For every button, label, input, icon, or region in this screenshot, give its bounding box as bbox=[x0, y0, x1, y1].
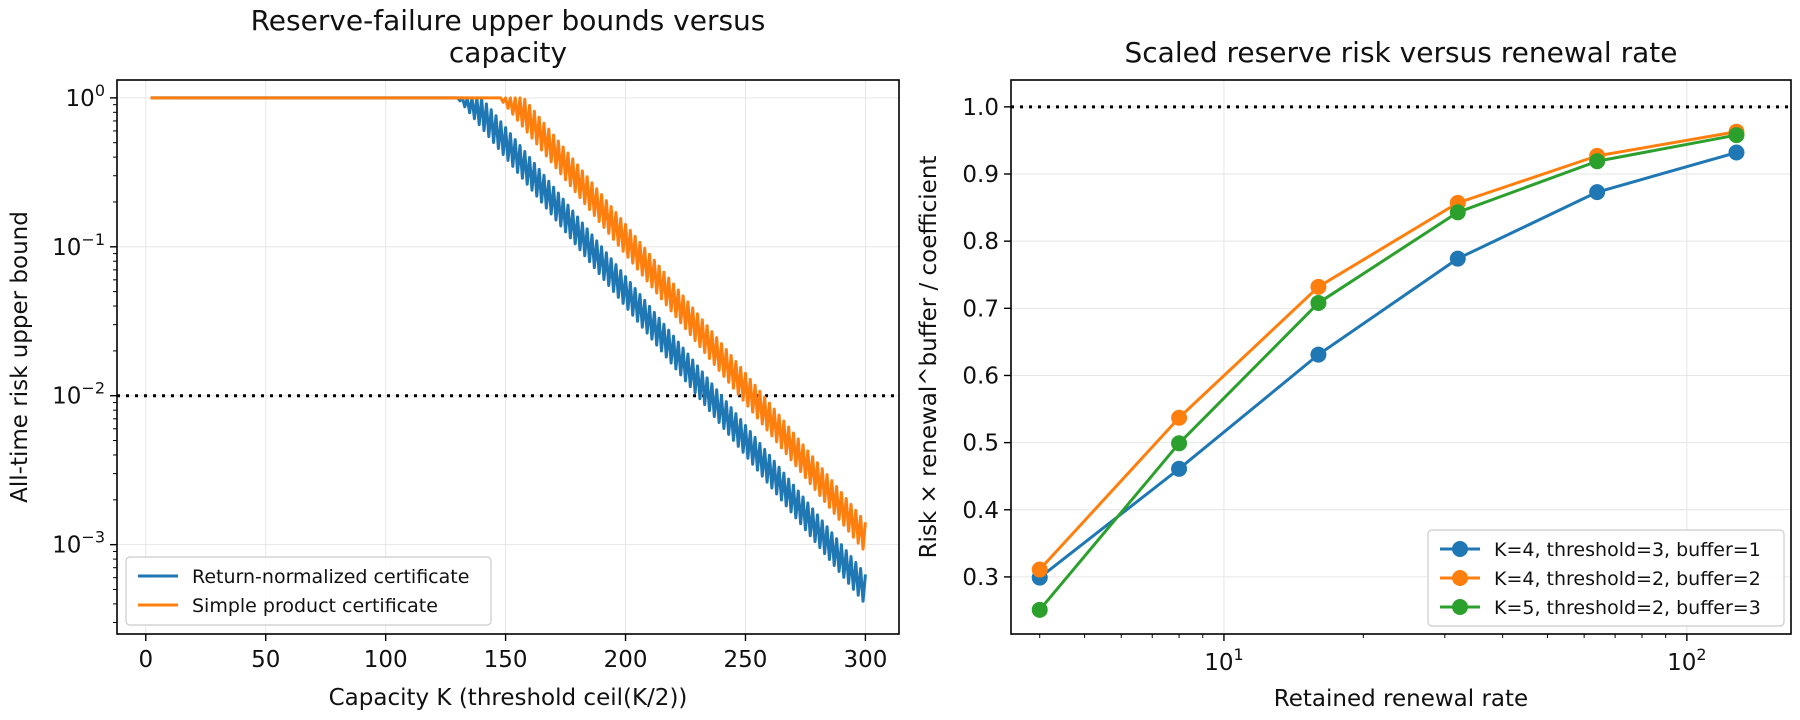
left-x-tick-label: 200 bbox=[604, 647, 648, 673]
right-series-group bbox=[1031, 123, 1745, 618]
right-series-3-point bbox=[1031, 601, 1048, 618]
left-gridlines bbox=[117, 80, 899, 634]
left-legend-label: Simple product certificate bbox=[192, 595, 438, 617]
right-legend-label: K=5, threshold=2, buffer=3 bbox=[1494, 597, 1761, 619]
left-plot-frame bbox=[116, 79, 900, 635]
right-series-1-point bbox=[1310, 346, 1327, 363]
right-x-axis-label: Retained renewal rate bbox=[1274, 686, 1528, 712]
right-series-3-point bbox=[1589, 153, 1606, 170]
right-y-tick-label: 0.9 bbox=[962, 162, 999, 188]
right-series-3-line bbox=[1038, 133, 1737, 611]
right-plot-frame bbox=[1010, 79, 1792, 635]
right-series-2-point bbox=[1171, 409, 1188, 426]
left-chart-panel: Reserve-failure upper bounds versus capa… bbox=[7, 4, 900, 711]
right-series-1-point bbox=[1589, 184, 1606, 201]
right-y-tick-label: 0.7 bbox=[962, 296, 999, 322]
left-y-tick-label: 10−3 bbox=[52, 528, 105, 559]
left-y-tick-label: 10−2 bbox=[52, 379, 105, 410]
left-y-tick-label: 100 bbox=[66, 81, 105, 112]
left-x-axis-label: Capacity K (threshold ceil(K/2)) bbox=[329, 685, 688, 711]
right-series-1-line bbox=[1038, 151, 1737, 579]
left-legend-box bbox=[125, 556, 492, 626]
right-x-ticks: 101 102 bbox=[1039, 634, 1707, 676]
right-chart-panel: Scaled reserve risk versus renewal rate … bbox=[916, 36, 1792, 712]
left-x-tick-label: 250 bbox=[724, 647, 768, 673]
left-x-tick-label: 300 bbox=[843, 647, 887, 673]
left-x-tick-label: 0 bbox=[138, 647, 153, 673]
right-series-2-point bbox=[1031, 561, 1048, 578]
left-series-group bbox=[150, 96, 867, 603]
left-y-axis-label: All-time risk upper bound bbox=[7, 211, 33, 503]
left-legend: Return-normalized certificate Simple prod… bbox=[125, 556, 492, 626]
left-chart-title-line1: Reserve-failure upper bounds versus bbox=[251, 4, 766, 37]
right-series-1-point bbox=[1171, 460, 1188, 477]
right-series-3-point bbox=[1449, 204, 1466, 221]
right-series-1-point bbox=[1449, 250, 1466, 267]
right-y-tick-label: 0.8 bbox=[962, 229, 999, 255]
right-series-3-point bbox=[1728, 127, 1745, 144]
right-y-tick-label: 0.6 bbox=[962, 363, 999, 389]
right-legend: K=4, threshold=3, buffer=1 K=4, threshold… bbox=[1427, 529, 1785, 627]
right-legend-swatch-marker bbox=[1452, 541, 1468, 557]
right-series-3-point bbox=[1171, 435, 1188, 452]
right-series-3-point bbox=[1310, 294, 1327, 311]
right-series-2-line bbox=[1038, 130, 1737, 571]
left-x-ticks: 0 50 100 150 200 250 300 bbox=[138, 634, 887, 673]
left-x-tick-label: 150 bbox=[484, 647, 528, 673]
right-y-tick-label: 1.0 bbox=[962, 95, 999, 121]
left-x-tick-label: 50 bbox=[251, 647, 280, 673]
right-y-tick-label: 0.4 bbox=[962, 498, 999, 524]
left-series-2-line bbox=[150, 96, 867, 551]
left-series-1-line bbox=[150, 96, 867, 603]
right-x-tick-label: 101 bbox=[1204, 645, 1243, 676]
right-y-ticks: 0.3 0.4 0.5 0.6 0.7 0.8 0.9 1.0 bbox=[962, 95, 1011, 591]
right-y-tick-label: 0.3 bbox=[962, 565, 999, 591]
left-legend-label: Return-normalized certificate bbox=[192, 566, 469, 588]
left-y-ticks: 100 10−1 10−2 10−3 bbox=[52, 81, 117, 624]
right-x-tick-label: 102 bbox=[1667, 645, 1706, 676]
right-chart-title: Scaled reserve risk versus renewal rate bbox=[1125, 36, 1678, 69]
right-legend-swatch-marker bbox=[1452, 570, 1468, 586]
right-legend-box bbox=[1427, 529, 1785, 627]
right-y-tick-label: 0.5 bbox=[962, 431, 999, 457]
left-y-tick-label: 10−1 bbox=[52, 230, 105, 261]
right-series-1-point bbox=[1728, 144, 1745, 161]
right-legend-label: K=4, threshold=3, buffer=1 bbox=[1494, 539, 1761, 561]
right-y-axis-label: Risk × renewal^buffer / coefficient bbox=[916, 156, 942, 559]
left-x-tick-label: 100 bbox=[364, 647, 408, 673]
right-legend-swatch-marker bbox=[1452, 599, 1468, 615]
right-legend-label: K=4, threshold=2, buffer=2 bbox=[1494, 568, 1761, 590]
left-chart-title-line2: capacity bbox=[449, 36, 567, 69]
right-series-2-point bbox=[1310, 278, 1327, 295]
